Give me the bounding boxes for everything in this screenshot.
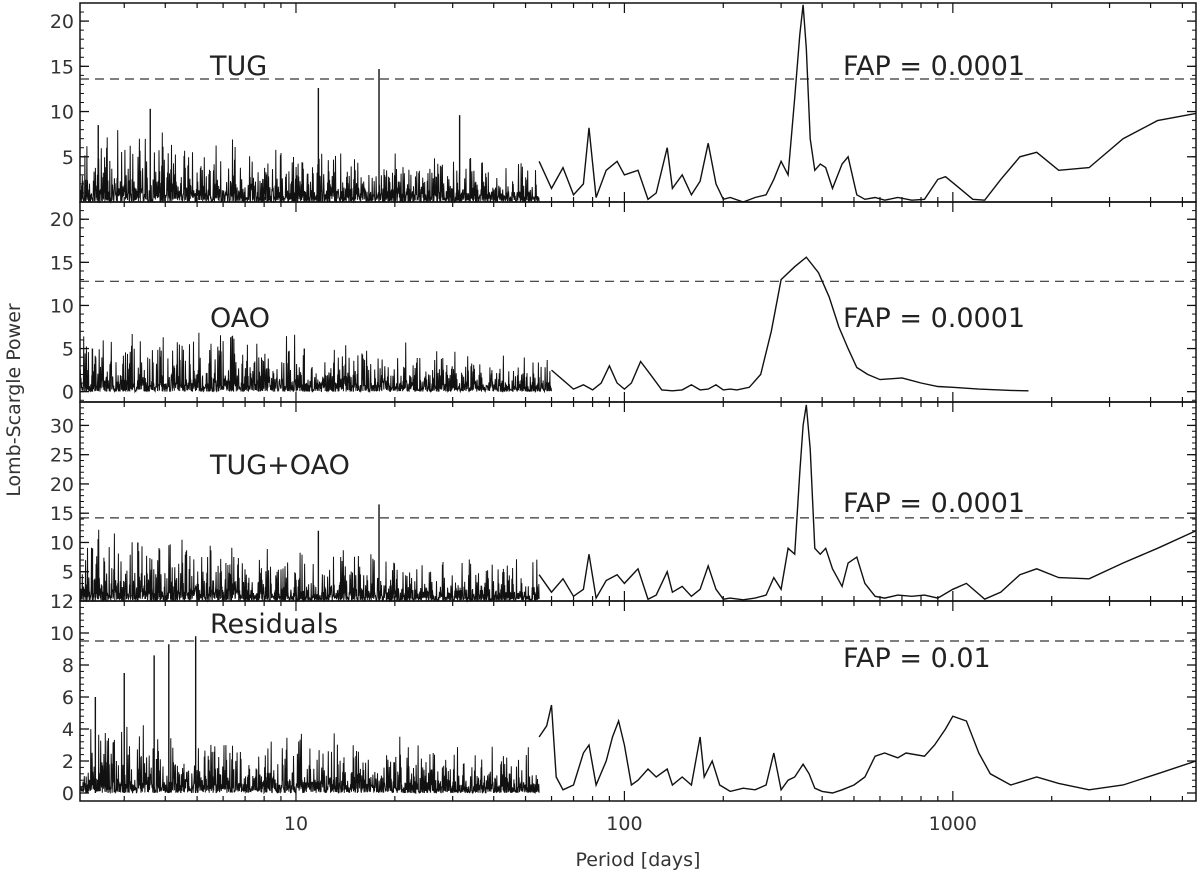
noise-trace: [79, 529, 540, 603]
fap-label: FAP = 0.0001: [843, 488, 1025, 519]
y-tick-label: 20: [50, 474, 74, 496]
x-tick-label: 10: [284, 813, 308, 835]
y-tick-label: 0: [62, 783, 74, 805]
y-tick-label: 25: [50, 445, 74, 467]
panel-label: TUG: [209, 51, 267, 82]
y-tick-label: 15: [50, 56, 74, 78]
panel-4: 0 2 4 6 8 10 12 Residuals FAP = 0.01: [50, 591, 1197, 805]
y-tick-label: 10: [50, 532, 74, 554]
y-tick-label: 15: [50, 503, 74, 525]
y-tick-label: 15: [50, 252, 74, 274]
panel-1: 5 10 15 20 TUG FAP = 0.0001: [50, 2, 1197, 204]
y-tick-label: 5: [62, 562, 74, 584]
y-tick-label: 2: [62, 751, 74, 773]
fap-label: FAP = 0.0001: [843, 303, 1025, 334]
fap-label: FAP = 0.01: [843, 643, 991, 674]
y-tick-label: 20: [50, 11, 74, 33]
y-axis-title: Lomb-Scargle Power: [3, 303, 25, 497]
y-tick-label: 5: [62, 339, 74, 361]
panel-label: TUG+OAO: [209, 450, 350, 481]
panel-label: OAO: [210, 303, 270, 334]
y-tick-label: 12: [50, 591, 74, 613]
noise-trace: [79, 332, 552, 394]
y-tick-label: 10: [50, 623, 74, 645]
noise-trace: [79, 725, 540, 795]
y-tick-label: 30: [50, 415, 74, 437]
power-series-line: [538, 404, 1197, 601]
panel-2: 0 5 10 15 20 OAO FAP = 0.0001: [50, 201, 1197, 404]
power-series-line: [551, 256, 1029, 392]
panel-frame: [79, 600, 1197, 802]
panel-label: Residuals: [210, 609, 338, 640]
y-tick-label: 20: [50, 209, 74, 231]
y-tick-label: 4: [62, 719, 74, 741]
x-axis-title: Period [days]: [576, 849, 701, 871]
fap-label: FAP = 0.0001: [843, 51, 1025, 82]
power-series-line: [538, 704, 1197, 794]
y-tick-label: 10: [50, 295, 74, 317]
noise-trace: [79, 130, 540, 204]
y-tick-label: 8: [62, 655, 74, 677]
power-series-line: [538, 4, 1197, 203]
x-tick-label: 100: [606, 813, 642, 835]
y-tick-label: 6: [62, 687, 74, 709]
y-tick-label: 0: [62, 382, 74, 404]
y-tick-label: 5: [62, 147, 74, 169]
y-tick-label: 10: [50, 102, 74, 124]
x-tick-label: 1000: [929, 813, 977, 835]
panel-3: 5 10 15 20 25 30 TUG+OAO FAP = 0.0001: [50, 401, 1197, 603]
